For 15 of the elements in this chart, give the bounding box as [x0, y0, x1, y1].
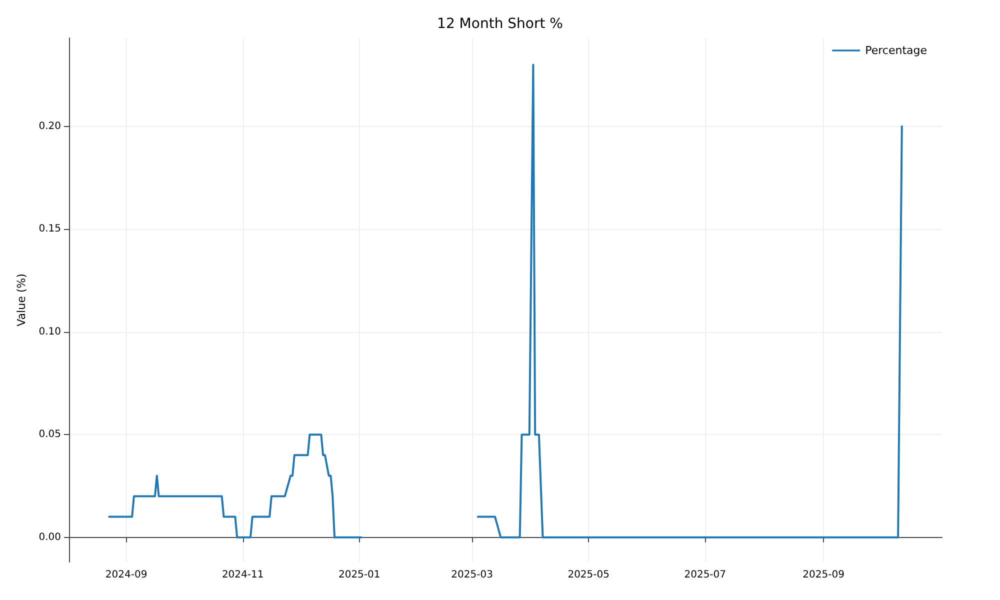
- x-tick-label: 2024-11: [222, 570, 264, 580]
- legend-label: Percentage: [865, 44, 928, 57]
- x-tick-label: 2025-05: [568, 570, 610, 580]
- y-tick-label: 0.20: [38, 120, 61, 132]
- y-tick-label: 0.10: [38, 326, 61, 338]
- chart-title: 12 Month Short %: [437, 16, 563, 32]
- x-tick-label: 2025-09: [802, 570, 844, 580]
- x-tick-label: 2024-09: [105, 570, 148, 580]
- x-tick-label: 2025-01: [338, 570, 380, 580]
- y-axis-title: Value (%): [15, 274, 28, 326]
- y-tick-label: 0.15: [38, 224, 61, 235]
- x-tick-label: 2025-03: [451, 570, 493, 580]
- x-tick-label: 2025-07: [684, 570, 726, 580]
- y-tick-label: 0.05: [38, 429, 61, 440]
- y-tick-label: 0.00: [38, 532, 61, 543]
